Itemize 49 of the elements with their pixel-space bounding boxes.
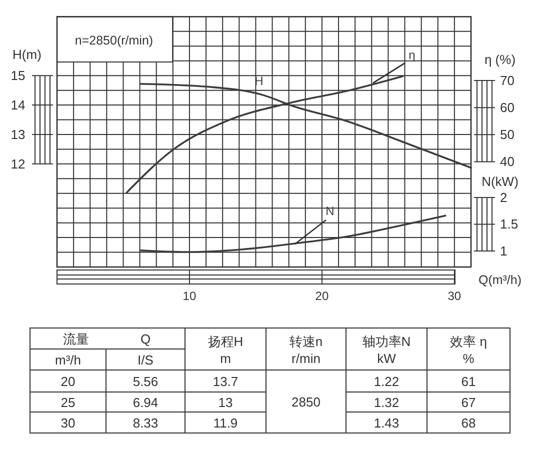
y-tick-label: 15 xyxy=(10,68,26,84)
text: r/min xyxy=(292,351,320,366)
annotation: n=2850(r/min) xyxy=(74,34,154,48)
x-axis-title: Q(m³/h) xyxy=(478,273,522,287)
y2-tick-label: 70 xyxy=(500,73,514,88)
y-tick-label: 14 xyxy=(10,98,26,113)
text: 效率 η xyxy=(450,334,487,349)
text: 25 xyxy=(60,395,76,410)
y2-tick-label: 60 xyxy=(500,100,514,116)
text: 61 xyxy=(461,374,476,389)
text: 2850 xyxy=(292,394,320,410)
text: 1.43 xyxy=(374,416,400,430)
y2-axis-title: η (%) xyxy=(484,52,516,67)
y-axis-title: H(m) xyxy=(12,47,42,62)
text: 1.32 xyxy=(374,395,400,410)
text: 8.33 xyxy=(132,416,158,430)
text: 20 xyxy=(60,374,76,389)
text: 13.7 xyxy=(212,374,238,389)
y-tick-label: 12 xyxy=(10,156,26,172)
text: 68 xyxy=(461,416,476,430)
text: 67 xyxy=(461,395,476,410)
y2-tick-label: 40 xyxy=(500,154,514,170)
text: Q xyxy=(140,332,151,346)
text: kW xyxy=(377,351,397,366)
text: 流量 xyxy=(63,332,89,346)
text: 转速n xyxy=(289,334,323,349)
x-tick-label: 20 xyxy=(315,289,329,303)
y3-axis-title: N(kW) xyxy=(482,174,518,189)
text: m³/h xyxy=(55,352,81,368)
text: 11.9 xyxy=(213,416,238,430)
y-tick-label: 13 xyxy=(10,126,26,142)
y2-tick-label: 50 xyxy=(500,127,514,142)
y3-tick-label: 1 xyxy=(500,243,508,258)
text: 轴功率N xyxy=(362,334,411,349)
y3-tick-label: 2 xyxy=(500,190,508,205)
text: % xyxy=(462,351,475,366)
text: 30 xyxy=(60,416,76,430)
text: 6.94 xyxy=(132,395,158,410)
series-label: η xyxy=(408,48,416,62)
text: I/S xyxy=(138,352,154,368)
text: 扬程H xyxy=(208,334,244,349)
text: m xyxy=(220,351,231,366)
text: 1.22 xyxy=(374,374,400,389)
x-tick-label: 30 xyxy=(448,289,462,303)
y3-tick-label: 1.5 xyxy=(500,216,518,232)
x-tick-label: 10 xyxy=(182,289,196,303)
text: 13 xyxy=(218,395,233,410)
series-label: N xyxy=(326,204,334,218)
text: 5.56 xyxy=(132,374,158,389)
